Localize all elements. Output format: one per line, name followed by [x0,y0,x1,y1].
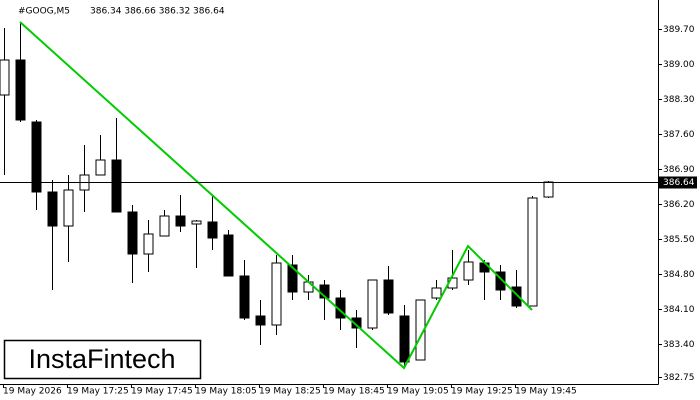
candle [383,266,394,315]
candle [159,210,170,237]
x-tick-label: 19 May 17:45 [131,387,193,397]
y-tick-label: 387.60 [663,130,695,140]
candle [287,255,298,300]
candle [239,260,250,320]
candle [367,279,378,330]
y-tick-label: 384.10 [663,305,695,315]
candle-body [351,317,362,329]
candle [31,120,42,210]
y-tick-label: 388.30 [663,95,695,105]
candle-body [95,159,106,176]
candle [95,135,106,176]
candle-body [175,215,186,227]
x-tick-label: 19 May 18:45 [323,387,385,397]
pattern-line [19,21,533,370]
candle [399,305,410,368]
candle [495,265,506,300]
y-tick-label: 383.40 [663,340,695,350]
last-price-box [659,176,697,189]
candle-body [223,234,234,277]
candle [511,270,522,308]
y-tick-label: 389.00 [663,60,695,70]
candle-body [127,211,138,255]
candle-body [367,279,378,329]
logo: InstaFintech [28,344,175,374]
candle-body [15,59,26,121]
candle-body [383,279,394,314]
candle [15,22,26,122]
logo-box [3,339,202,380]
candle-body [543,181,554,198]
candle-body [271,262,282,326]
candle [223,230,234,277]
candle-body [111,159,122,213]
candle-body [31,121,42,193]
candle-body [143,233,154,255]
candle-body [287,264,298,293]
x-tick-label: 19 May 19:25 [451,387,513,397]
candle-body [0,59,10,96]
x-tick-label: 19 May 18:05 [195,387,257,397]
x-tick-label: 19 May 17:25 [67,387,129,397]
y-tick-label: 386.90 [663,165,695,175]
candle-body [207,221,218,239]
candle [143,220,154,272]
candle-body [463,261,474,281]
candle [527,196,538,307]
x-tick-label: 19 May 19:45 [515,387,577,397]
x-tick-label: 19 May 19:05 [387,387,449,397]
candle [207,195,218,250]
y-tick-label: 382.75 [663,373,695,383]
x-tick-label: 19 May 2026 [3,387,62,397]
candle [191,220,202,268]
candle [111,118,122,213]
candle-body [191,220,202,225]
candle [0,28,10,175]
ohlc-readout: 386.34 386.66 386.32 386.64 [90,7,225,17]
candle [63,175,74,262]
y-tick-label: 386.20 [663,200,695,210]
y-tick-label: 384.80 [663,270,695,280]
last-price-label: 386.64 [663,178,695,188]
plot [0,21,554,370]
x-tick-label: 19 May 18:25 [259,387,321,397]
candle-body [431,287,442,299]
candle [351,310,362,348]
candle-body [527,197,538,307]
candle-body [255,315,266,326]
candle-body [495,271,506,291]
candle [127,205,138,283]
candle [47,180,58,290]
candle [175,195,186,232]
candle-body [63,189,74,227]
candle [255,300,266,345]
candle-body [47,191,58,227]
y-tick-label: 385.50 [663,235,695,245]
candle-body [399,315,410,363]
candle-body [239,275,250,319]
y-tick-label: 389.70 [663,25,695,35]
candle [271,255,282,335]
candle [543,181,554,198]
candle [431,280,442,300]
candle [463,250,474,285]
candle-body [159,215,170,237]
candle-body [511,286,522,307]
symbol: #GOOG,M5 [18,7,70,17]
